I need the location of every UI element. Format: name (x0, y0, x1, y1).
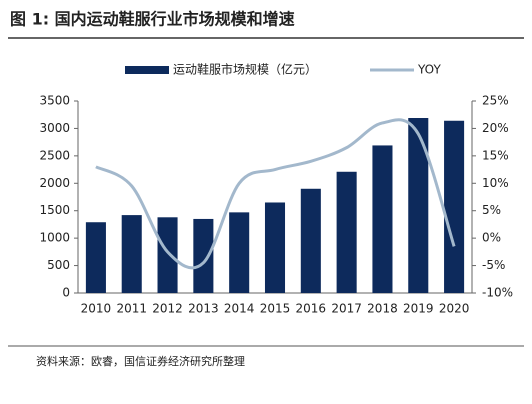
y2-tick-label: -5% (482, 258, 505, 272)
bar (193, 218, 214, 293)
bar (300, 188, 321, 293)
y-tick-label: 500 (47, 258, 70, 272)
y2-tick-label: -10% (482, 286, 513, 300)
y-tick-label: 1000 (39, 231, 70, 245)
bar (85, 222, 106, 293)
y2-tick-label: 15% (482, 148, 509, 162)
bar (336, 171, 357, 293)
y-tick-label: 3500 (39, 94, 70, 108)
x-tick-label: 2012 (152, 302, 183, 316)
chart-title: 图 1: 国内运动鞋服行业市场规模和增速 (10, 10, 295, 29)
bar (121, 215, 142, 293)
bar (264, 202, 286, 293)
x-tick-label: 2015 (260, 302, 291, 316)
x-tick-label: 2017 (331, 302, 362, 316)
y2-tick-label: 0% (482, 231, 501, 245)
x-tick-label: 2011 (116, 302, 147, 316)
y2-tick-label: 10% (482, 176, 509, 190)
bar (408, 118, 429, 294)
bar (157, 217, 178, 293)
x-tick-label: 2014 (224, 302, 255, 316)
y-tick-label: 2000 (39, 176, 70, 190)
x-tick-label: 2019 (403, 302, 434, 316)
source: 资料来源：欧睿，国信证券经济研究所整理 (36, 354, 245, 368)
x-tick-label: 2010 (81, 302, 112, 316)
y-tick-label: 2500 (39, 148, 70, 162)
legend-swatch (125, 66, 169, 74)
y2-tick-label: 20% (482, 121, 509, 135)
y2-tick-label: 25% (482, 94, 509, 108)
bar (372, 145, 393, 293)
x-tick-label: 2016 (296, 302, 327, 316)
y2-tick-label: 5% (482, 203, 501, 217)
bar (229, 212, 250, 293)
x-tick-label: 2020 (439, 302, 470, 316)
legend-label: 运动鞋服市场规模（亿元） (173, 62, 317, 77)
x-tick-label: 2013 (188, 302, 219, 316)
y-tick-label: 3000 (39, 121, 70, 135)
line (95, 118, 456, 270)
bar (444, 120, 465, 294)
legend-label: YOY (417, 63, 441, 77)
y-tick-label: 1500 (39, 203, 70, 217)
y-tick-label: 0 (62, 286, 70, 300)
x-tick-label: 2018 (367, 302, 398, 316)
